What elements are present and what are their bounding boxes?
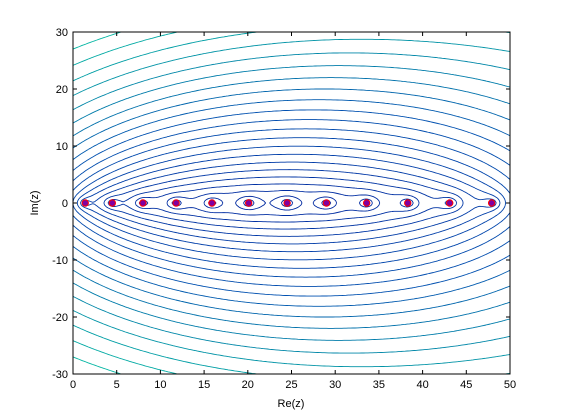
- y-axis-label: Im(z): [29, 190, 41, 215]
- x-tick-label: 25: [285, 379, 297, 391]
- zero-marker: [173, 200, 179, 206]
- x-tick-label: 50: [504, 379, 516, 391]
- x-tick-label: 15: [198, 379, 210, 391]
- x-tick-label: 5: [114, 379, 120, 391]
- zero-marker: [109, 200, 115, 206]
- zero-marker: [446, 200, 452, 206]
- x-tick-label: 20: [242, 379, 254, 391]
- x-tick-label: 30: [329, 379, 341, 391]
- x-tick-label: 40: [416, 379, 428, 391]
- y-tick-label: 20: [56, 84, 68, 96]
- zero-marker: [209, 200, 215, 206]
- x-axis-label: Re(z): [278, 398, 305, 410]
- zero-marker: [363, 200, 369, 206]
- y-tick-label: 30: [56, 27, 68, 39]
- y-tick-label: -20: [52, 312, 68, 324]
- x-tick-label: 0: [70, 379, 76, 391]
- x-tick-label: 45: [460, 379, 472, 391]
- y-tick-label: 0: [62, 198, 68, 210]
- zero-marker: [284, 200, 290, 206]
- y-tick-label: 10: [56, 141, 68, 153]
- plot-area: [73, 32, 510, 374]
- zero-marker: [323, 200, 329, 206]
- y-tick-label: -30: [52, 369, 68, 381]
- zero-marker: [488, 200, 494, 206]
- x-tick-label: 10: [154, 379, 166, 391]
- zero-marker: [140, 200, 146, 206]
- zero-marker: [82, 200, 88, 206]
- y-tick-label: -10: [52, 255, 68, 267]
- x-tick-label: 35: [373, 379, 385, 391]
- zero-marker: [405, 200, 411, 206]
- zero-marker: [245, 200, 251, 206]
